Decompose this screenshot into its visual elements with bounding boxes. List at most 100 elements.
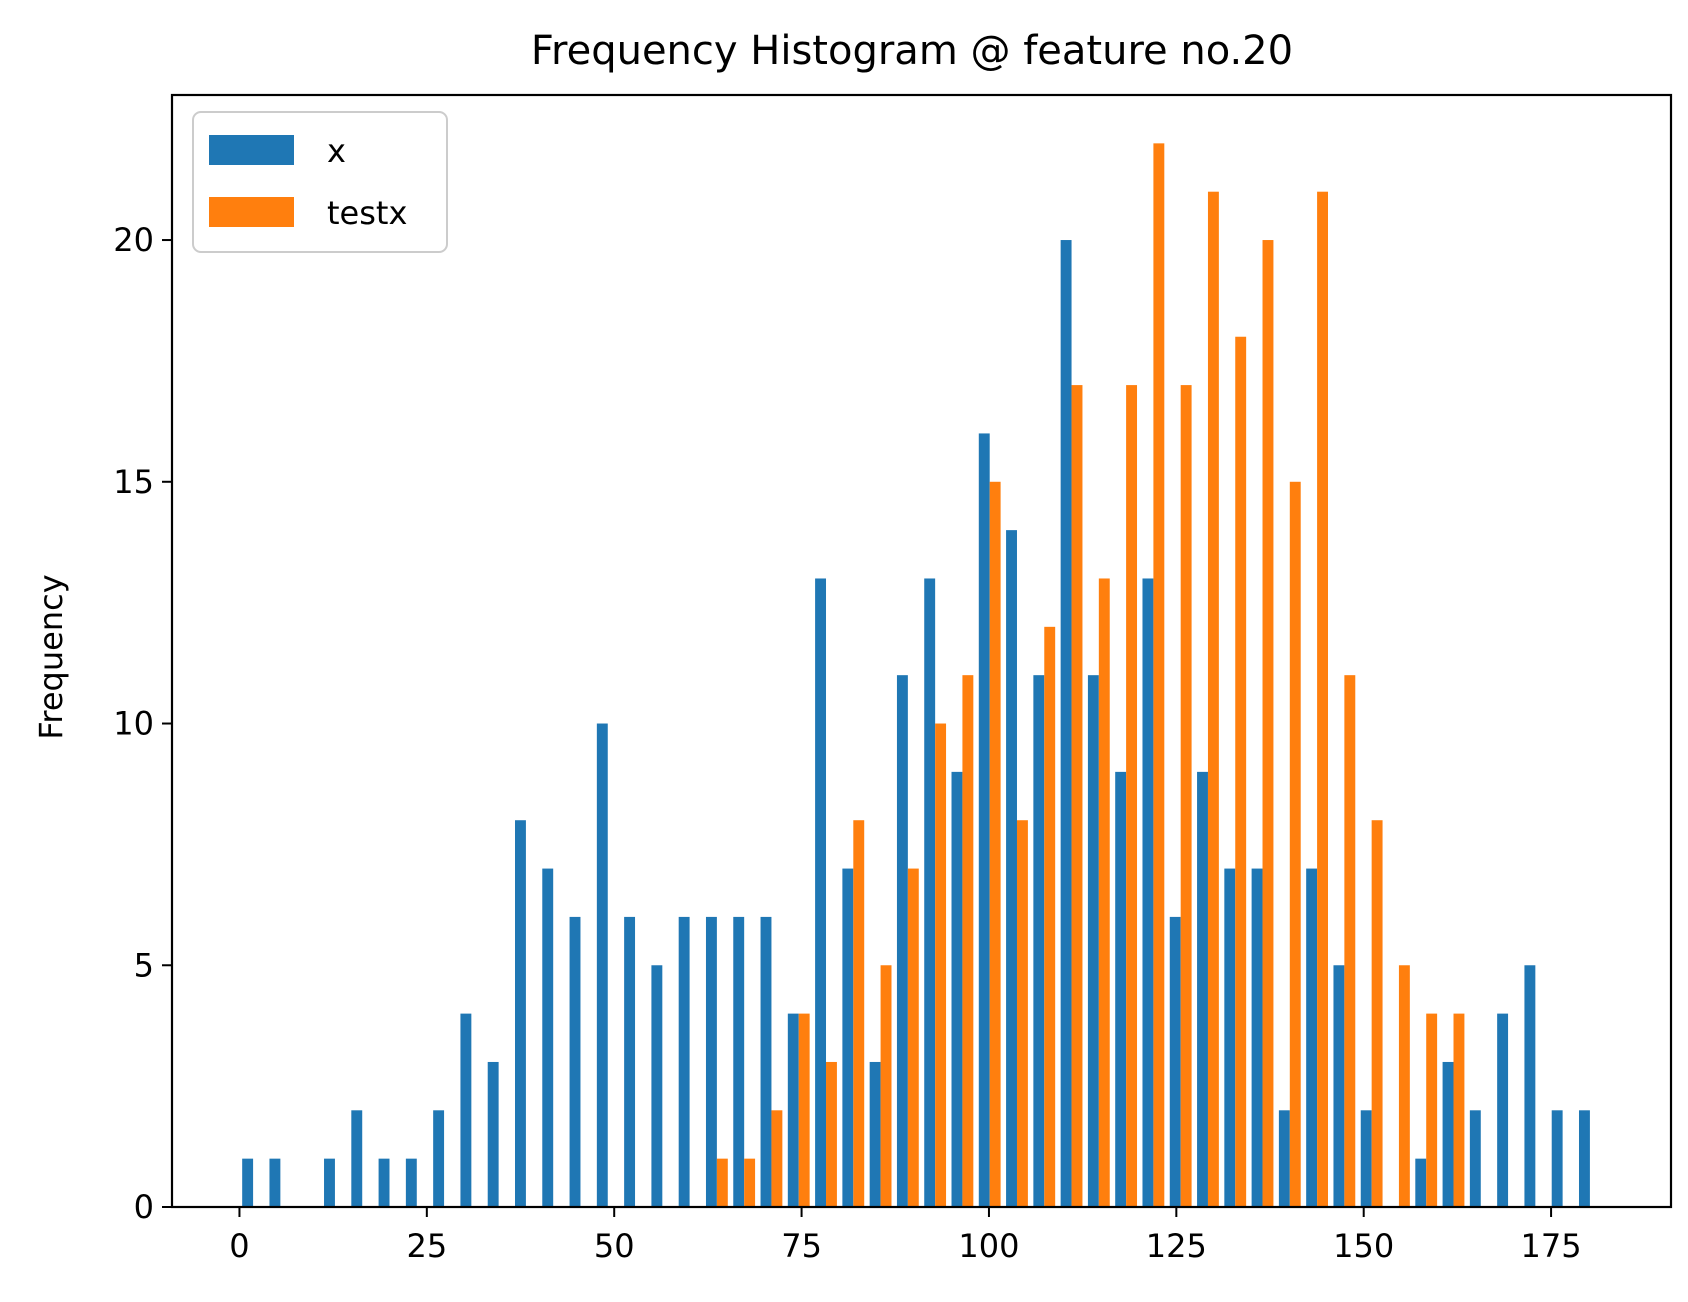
bar-testx-22 (853, 820, 865, 1207)
y-tick-label: 15 (113, 463, 154, 501)
bar-x-0 (242, 1158, 254, 1207)
bar-x-21 (815, 578, 827, 1207)
bars-layer (242, 143, 1590, 1208)
bar-x-18 (733, 916, 745, 1207)
bar-x-36 (1224, 868, 1236, 1207)
legend: x testx (192, 111, 448, 253)
bar-x-5 (378, 1158, 390, 1207)
bar-testx-43 (1426, 1013, 1438, 1207)
bar-testx-30 (1071, 385, 1083, 1208)
bar-x-14 (624, 916, 636, 1207)
bar-x-20 (787, 1013, 799, 1207)
legend-box (192, 111, 448, 253)
bar-x-48 (1551, 1110, 1563, 1207)
x-tick-label: 125 (1146, 1227, 1207, 1265)
bar-testx-17 (716, 1158, 728, 1207)
legend-label-testx: testx (327, 194, 407, 232)
bar-testx-44 (1453, 1013, 1465, 1207)
x-tick-label: 175 (1521, 1227, 1582, 1265)
bar-testx-19 (771, 1110, 783, 1207)
bar-testx-38 (1289, 481, 1301, 1207)
bar-x-47 (1524, 965, 1536, 1207)
bar-x-1 (269, 1158, 281, 1207)
bar-testx-37 (1262, 240, 1274, 1208)
bar-testx-28 (1016, 820, 1028, 1207)
bar-x-45 (1469, 1110, 1481, 1207)
bar-x-7 (433, 1110, 445, 1207)
bar-x-25 (924, 578, 936, 1207)
bar-x-3 (324, 1158, 335, 1207)
legend-label-x: x (327, 132, 346, 170)
bar-x-43 (1415, 1158, 1427, 1207)
legend-swatch-x (209, 135, 294, 165)
bar-testx-31 (1098, 578, 1110, 1207)
bar-x-11 (542, 868, 554, 1207)
bar-testx-40 (1344, 675, 1356, 1207)
bar-testx-27 (989, 481, 1001, 1207)
bar-x-31 (1087, 675, 1099, 1207)
bar-x-39 (1306, 868, 1318, 1207)
bar-x-8 (460, 1013, 472, 1207)
x-tick-label: 25 (406, 1227, 447, 1265)
bar-testx-39 (1317, 191, 1328, 1207)
bar-x-33 (1142, 578, 1154, 1207)
bar-x-44 (1442, 1061, 1454, 1207)
bar-x-35 (1197, 771, 1208, 1207)
bar-x-6 (405, 1158, 417, 1207)
bar-x-49 (1578, 1110, 1590, 1207)
bar-x-22 (842, 868, 854, 1207)
bar-x-4 (351, 1110, 363, 1207)
bar-x-19 (760, 916, 772, 1207)
bar-testx-20 (798, 1013, 810, 1207)
bar-x-12 (569, 916, 581, 1207)
chart-title: Frequency Histogram @ feature no.20 (531, 28, 1293, 74)
y-tick-label: 20 (113, 221, 154, 259)
bar-x-27 (978, 433, 990, 1207)
bar-testx-24 (907, 868, 919, 1207)
bar-x-10 (515, 820, 526, 1207)
bar-testx-29 (1044, 626, 1056, 1207)
bar-testx-36 (1235, 336, 1247, 1207)
bar-x-46 (1497, 1013, 1509, 1207)
bar-x-26 (951, 771, 963, 1207)
bar-testx-33 (1153, 143, 1165, 1208)
bar-testx-26 (962, 675, 974, 1207)
bar-x-16 (678, 916, 690, 1207)
bar-x-28 (1006, 530, 1017, 1207)
bar-testx-23 (880, 965, 892, 1207)
y-axis-ticks: 0 5 10 15 20 (113, 221, 172, 1226)
bar-x-32 (1115, 771, 1127, 1207)
y-tick-label: 10 (113, 705, 154, 743)
bar-testx-42 (1398, 965, 1410, 1207)
bar-testx-21 (826, 1061, 837, 1207)
bar-x-38 (1278, 1110, 1290, 1207)
bar-x-37 (1251, 868, 1263, 1207)
bar-x-13 (596, 723, 608, 1207)
bar-x-34 (1169, 916, 1181, 1207)
bar-x-29 (1033, 675, 1045, 1207)
x-tick-label: 150 (1333, 1227, 1394, 1265)
legend-swatch-testx (209, 197, 294, 227)
x-tick-label: 50 (594, 1227, 635, 1265)
bar-x-15 (651, 965, 663, 1207)
bar-testx-34 (1180, 385, 1192, 1208)
bar-x-40 (1333, 965, 1345, 1207)
y-tick-label: 5 (134, 946, 154, 984)
bar-x-23 (869, 1061, 881, 1207)
x-tick-label: 0 (229, 1227, 249, 1265)
x-tick-label: 75 (781, 1227, 822, 1265)
bar-x-24 (896, 675, 908, 1207)
bar-x-30 (1060, 240, 1072, 1208)
bar-testx-41 (1371, 820, 1383, 1207)
y-tick-label: 0 (134, 1188, 154, 1226)
bar-x-17 (705, 916, 717, 1207)
y-axis-label: Frequency (32, 574, 70, 739)
plot-frame (170, 93, 1673, 1209)
bar-testx-25 (935, 723, 947, 1207)
bar-x-41 (1360, 1110, 1372, 1207)
bar-testx-32 (1126, 385, 1138, 1208)
x-axis-ticks: 0 25 50 75 100 125 150 175 (229, 1207, 1582, 1265)
bar-x-9 (487, 1061, 499, 1207)
bar-testx-18 (744, 1158, 756, 1207)
